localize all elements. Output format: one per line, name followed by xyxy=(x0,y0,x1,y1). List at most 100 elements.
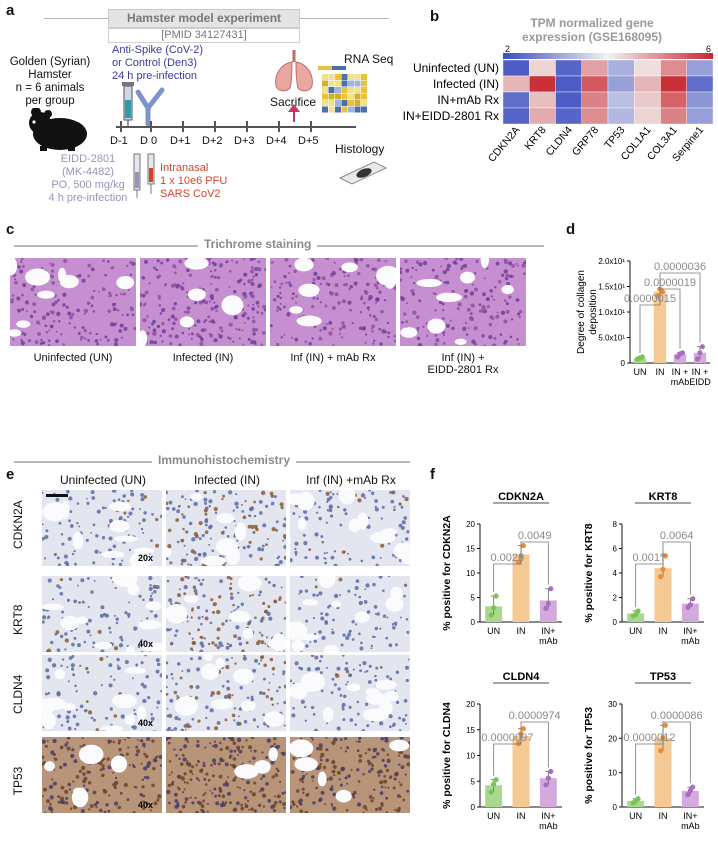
tissue-nucleus xyxy=(168,500,173,505)
tissue-nucleus xyxy=(62,303,66,307)
tissue-nucleus xyxy=(166,628,170,632)
tissue-nucleus xyxy=(305,619,309,623)
tissue-nucleus xyxy=(357,498,362,503)
tissue-nucleus xyxy=(204,300,209,305)
tissue-nucleus xyxy=(166,506,170,511)
tissue-nucleus xyxy=(489,315,494,320)
tissue-nucleus xyxy=(214,287,219,292)
tissue-nucleus xyxy=(303,541,308,546)
tissue-nucleus xyxy=(357,780,361,783)
tissue-nucleus xyxy=(406,530,410,534)
mini-heatmap-cell xyxy=(335,80,341,87)
tissue-nucleus xyxy=(118,516,123,520)
tissue-nucleus xyxy=(127,746,130,749)
tissue-nucleus xyxy=(326,778,329,781)
tissue-nucleus xyxy=(180,577,185,582)
tissue-nucleus xyxy=(224,780,228,783)
tissue-nucleus xyxy=(16,296,21,301)
tissue-nucleus xyxy=(455,258,458,261)
tissue-nucleus xyxy=(232,509,235,512)
ihc-image: 40x xyxy=(42,576,162,652)
tissue-nucleus xyxy=(343,275,346,278)
tissue-nucleus xyxy=(182,558,187,563)
tissue-nucleus xyxy=(351,638,355,641)
heatmap-row-label: IN+mAb Rx xyxy=(437,93,499,107)
tissue-nucleus xyxy=(29,314,34,319)
tissue-nucleus xyxy=(81,737,84,740)
tissue-nucleus xyxy=(107,309,112,313)
tissue-nucleus xyxy=(211,641,215,645)
tissue-nucleus xyxy=(171,306,176,311)
airspace xyxy=(42,603,64,611)
tissue-nucleus xyxy=(243,272,248,277)
tissue-nucleus xyxy=(278,597,282,602)
tissue-nucleus xyxy=(232,741,237,746)
tissue-nucleus xyxy=(294,541,299,546)
tissue-nucleus xyxy=(225,746,230,751)
tissue-nucleus xyxy=(216,645,220,650)
tissue-nucleus xyxy=(88,618,92,623)
tissue-nucleus xyxy=(195,685,200,690)
tissue-nucleus xyxy=(261,544,265,548)
tissue-nucleus xyxy=(226,642,229,645)
tissue-nucleus xyxy=(170,672,174,676)
tissue-nucleus xyxy=(87,605,90,609)
heatmap-cell xyxy=(502,75,530,93)
tissue-nucleus xyxy=(292,802,296,806)
tissue-nucleus xyxy=(302,509,308,514)
tissue-nucleus xyxy=(337,687,341,691)
colorbar-min: 2 xyxy=(505,44,511,54)
data-point xyxy=(662,553,668,559)
tissue-nucleus xyxy=(383,299,387,302)
tissue-nucleus xyxy=(154,585,157,589)
tissue-nucleus xyxy=(292,512,296,516)
tissue-nucleus xyxy=(348,630,352,634)
tissue-nucleus xyxy=(444,258,449,260)
tissue-nucleus xyxy=(329,514,334,518)
tissue-nucleus xyxy=(328,776,333,781)
tissue-nucleus xyxy=(386,321,390,325)
tissue-nucleus xyxy=(60,533,64,536)
mini-heatmap-cell xyxy=(322,93,328,100)
heatmap-cell xyxy=(634,91,661,109)
tissue-nucleus xyxy=(48,806,53,811)
tissue-nucleus xyxy=(155,268,159,272)
airspace xyxy=(297,517,307,531)
heatmap-cell xyxy=(555,107,582,125)
tissue-nucleus xyxy=(203,637,206,640)
tissue-nucleus xyxy=(181,670,184,672)
tissue-nucleus xyxy=(20,341,25,346)
tissue-nucleus xyxy=(250,293,254,298)
tissue-nucleus xyxy=(253,781,257,785)
tissue-nucleus xyxy=(129,260,134,265)
airspace xyxy=(233,668,254,685)
tissue-nucleus xyxy=(199,649,204,652)
tissue-nucleus xyxy=(231,656,233,659)
tissue-nucleus xyxy=(182,515,186,519)
tissue-nucleus xyxy=(345,635,350,641)
heatmap-row-label: Uninfected (UN) xyxy=(413,61,499,75)
tissue-nucleus xyxy=(362,661,367,666)
tissue-nucleus xyxy=(367,747,371,752)
tissue-nucleus xyxy=(244,804,249,809)
tissue-nucleus xyxy=(67,680,70,683)
tissue-nucleus xyxy=(73,636,77,640)
tissue-nucleus xyxy=(118,747,122,752)
tissue-nucleus xyxy=(228,801,232,805)
tissue-nucleus xyxy=(116,664,119,667)
tissue-nucleus xyxy=(109,631,112,634)
tissue-nucleus xyxy=(149,597,154,602)
tissue-nucleus xyxy=(402,495,405,498)
tissue-nucleus xyxy=(417,342,423,346)
airspace xyxy=(290,682,308,700)
tissue-nucleus xyxy=(221,794,226,799)
tissue-nucleus xyxy=(378,576,383,579)
tissue-nucleus xyxy=(73,326,76,329)
tissue-nucleus xyxy=(278,285,282,289)
tissue-nucleus xyxy=(218,641,223,646)
tissue-nucleus xyxy=(56,648,61,652)
tissue-nucleus xyxy=(511,263,516,268)
tissue-nucleus xyxy=(391,490,396,495)
tissue-nucleus xyxy=(268,616,273,621)
bar xyxy=(673,354,687,363)
